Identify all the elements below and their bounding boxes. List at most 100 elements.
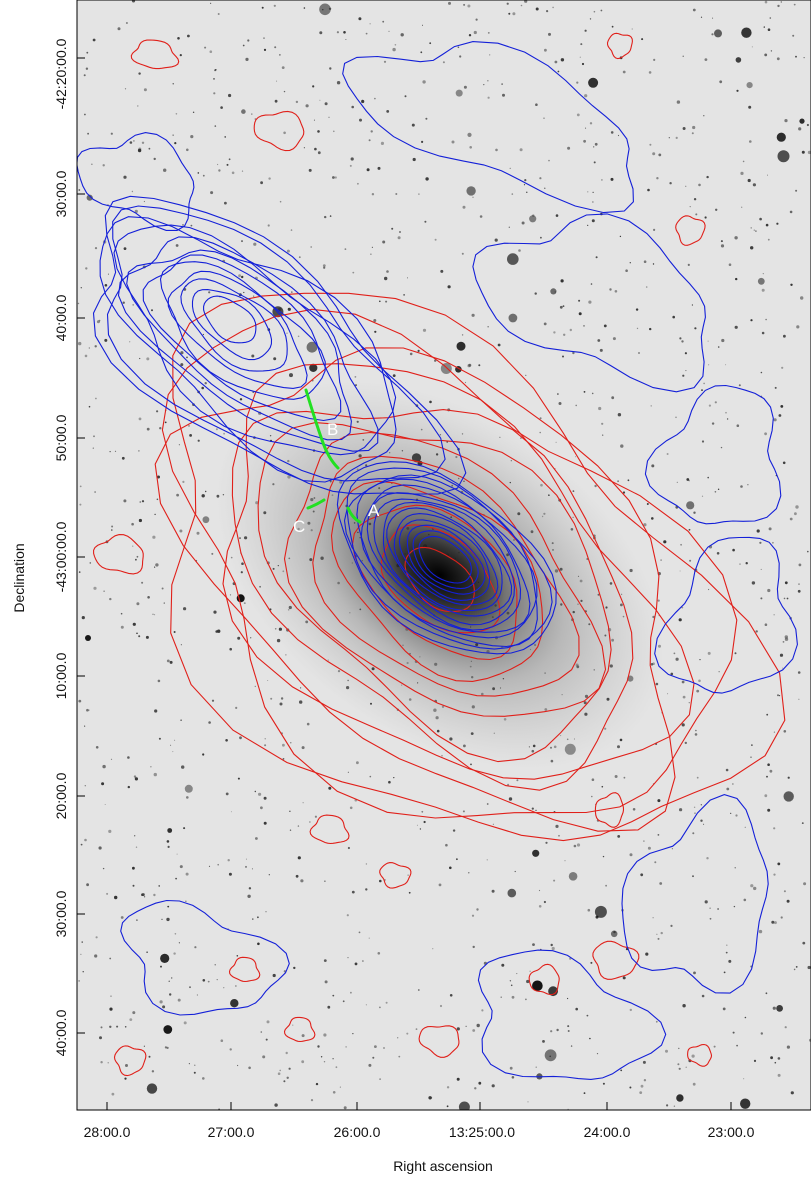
star (282, 743, 285, 747)
star (248, 1066, 251, 1070)
star (295, 874, 299, 878)
star (391, 227, 394, 230)
star (798, 127, 802, 131)
star (84, 113, 86, 116)
star (120, 916, 124, 919)
star (500, 996, 502, 998)
star (215, 428, 218, 431)
star (593, 10, 596, 13)
star (695, 729, 697, 732)
star (273, 4, 276, 7)
star (617, 835, 621, 838)
star (736, 89, 739, 92)
star (432, 948, 434, 950)
star (783, 890, 786, 893)
star (264, 744, 267, 747)
star (776, 57, 780, 61)
star (554, 60, 558, 64)
star (254, 790, 256, 793)
star (80, 287, 83, 289)
star (469, 146, 473, 149)
star (714, 491, 717, 493)
star (780, 655, 782, 657)
star (78, 980, 80, 982)
star (449, 994, 453, 997)
star (722, 1007, 726, 1011)
star (95, 746, 99, 749)
star (107, 1062, 109, 1064)
annotation-b: B (327, 420, 338, 439)
star (798, 563, 802, 567)
x-tick-label: 23:00.0 (708, 1124, 755, 1140)
star (371, 246, 373, 248)
star (202, 979, 206, 982)
star (689, 559, 692, 562)
star (181, 765, 185, 769)
star (492, 823, 494, 825)
star (524, 179, 527, 182)
star (656, 177, 659, 180)
star (95, 397, 97, 400)
blue-contour (654, 536, 798, 694)
x-tick-label: 27:00.0 (208, 1124, 255, 1140)
star (339, 1086, 341, 1088)
star (524, 0, 528, 3)
star (139, 501, 142, 503)
star (217, 629, 221, 633)
star (267, 224, 270, 227)
star (421, 810, 424, 813)
star (288, 1067, 291, 1070)
star (531, 807, 534, 810)
star (526, 191, 528, 193)
y-tick-label: 10:00.0 (53, 652, 69, 699)
star (570, 1045, 573, 1047)
blue-contour (472, 213, 706, 393)
blue-contour (346, 467, 553, 650)
star (425, 117, 428, 120)
star (150, 766, 152, 768)
star (106, 892, 109, 895)
star (333, 130, 335, 133)
star (767, 28, 771, 32)
star (208, 291, 211, 294)
star (374, 330, 377, 333)
star (152, 613, 154, 615)
star (382, 20, 385, 23)
star (285, 1051, 288, 1055)
star (303, 7, 306, 9)
star (260, 806, 263, 810)
star (716, 552, 720, 555)
star (638, 352, 640, 354)
star (197, 439, 200, 442)
star (214, 69, 217, 72)
star (189, 434, 193, 437)
star (132, 884, 135, 887)
star (479, 215, 483, 218)
star (583, 325, 585, 327)
star (567, 146, 571, 150)
star (766, 713, 769, 716)
star (151, 309, 153, 312)
star (342, 1000, 345, 1003)
blue-contour (117, 236, 379, 452)
red-contour (253, 110, 305, 152)
star (757, 277, 765, 285)
star (795, 55, 797, 58)
star (127, 756, 130, 759)
star (283, 1080, 286, 1083)
star (803, 57, 805, 59)
star (645, 952, 649, 956)
star (539, 417, 542, 420)
star (617, 413, 622, 417)
star (764, 794, 768, 798)
star (613, 930, 616, 934)
star (696, 776, 699, 779)
star (787, 776, 790, 779)
star (280, 697, 284, 700)
star (713, 1045, 716, 1048)
star (578, 299, 581, 302)
star (257, 916, 259, 919)
star (732, 783, 734, 785)
star (88, 405, 91, 408)
star (179, 54, 182, 57)
